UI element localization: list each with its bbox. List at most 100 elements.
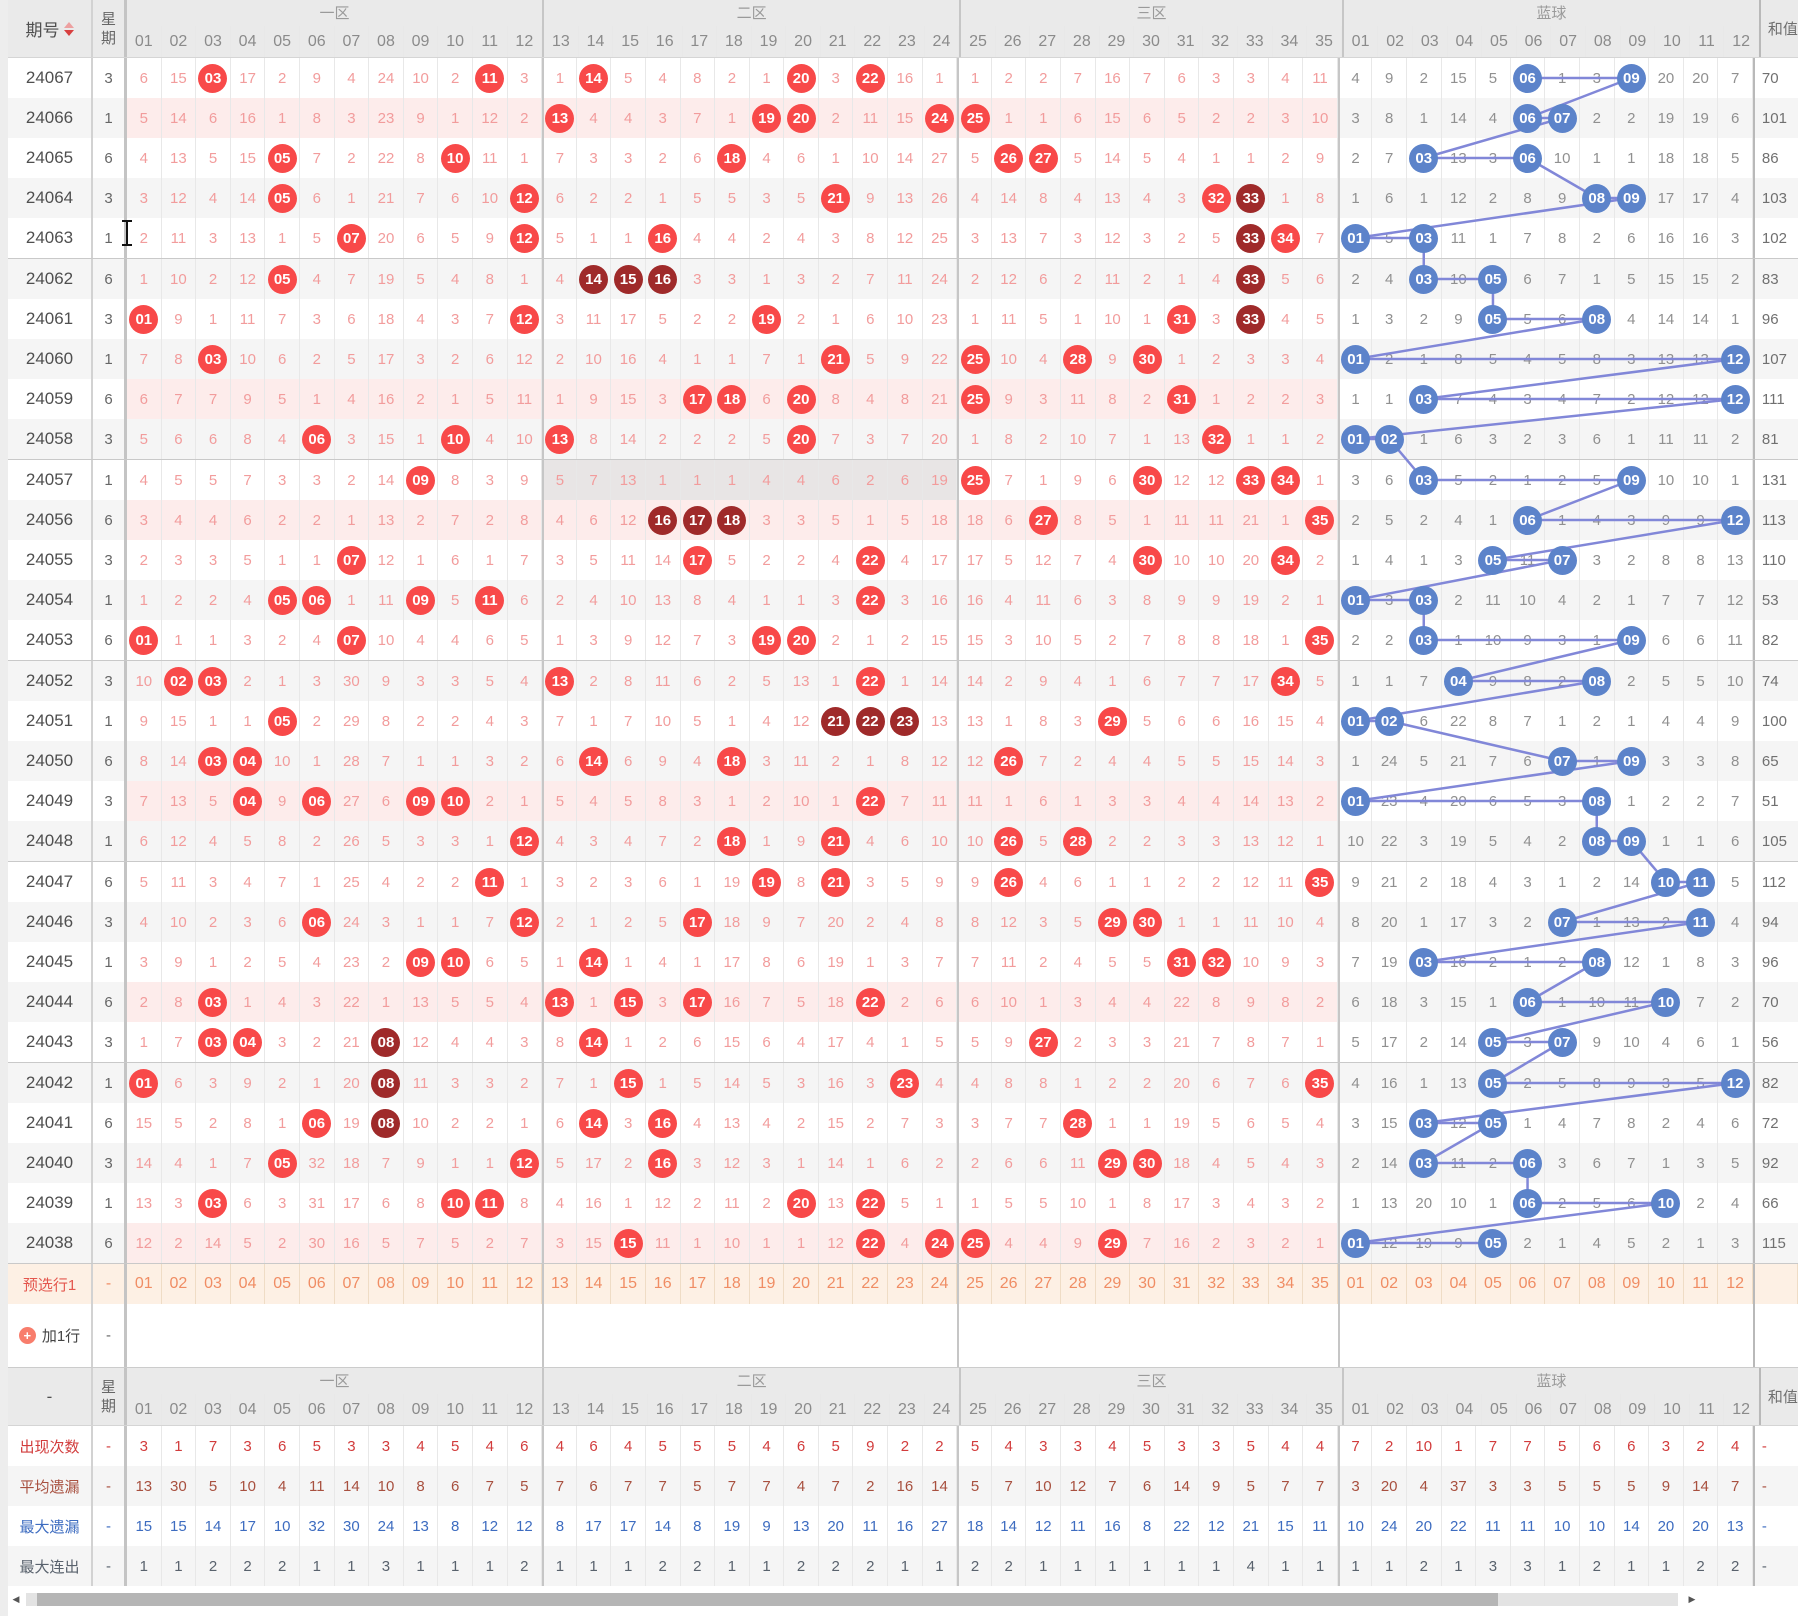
preset-number-cell[interactable]: 13 [542, 1264, 577, 1304]
num-cell: 3 [819, 580, 854, 620]
num-cell: 15 [162, 58, 197, 98]
num-cell: 1 [853, 942, 889, 982]
preset-number-cell[interactable]: 08 [369, 1264, 404, 1304]
preset-number-cell[interactable]: 05 [1476, 1264, 1511, 1304]
preset-number-cell[interactable]: 31 [1165, 1264, 1200, 1304]
preset-number-cell[interactable]: 25 [957, 1264, 992, 1304]
preset-number-cell[interactable]: 14 [577, 1264, 612, 1304]
num-cell: 32 [1199, 942, 1234, 982]
omission-value: 2 [312, 832, 321, 850]
preset-number-cell[interactable]: 15 [611, 1264, 646, 1304]
preset-number-cell[interactable]: 03 [196, 1264, 231, 1304]
preset-number-cell[interactable]: 35 [1303, 1264, 1338, 1304]
omission-value: 9 [1246, 993, 1255, 1011]
preset-number-cell[interactable]: 11 [1684, 1264, 1719, 1304]
preset-number-cell[interactable]: 07 [1545, 1264, 1580, 1304]
trend-row: 24053 6 01 1 1 3 2 4 07 10 4 4 6 5 1 3 9 12 7 3 19 20 2 1 2 15 15 3… [8, 620, 1798, 661]
omission-value: 1 [208, 712, 218, 730]
omission-value: 8 [693, 69, 702, 87]
preset-number-cell[interactable]: 16 [646, 1264, 681, 1304]
preset-number-cell[interactable]: 28 [1061, 1264, 1096, 1304]
preset-number-cell[interactable]: 04 [1442, 1264, 1477, 1304]
preset-number-cell[interactable]: 30 [1130, 1264, 1165, 1304]
num-cell: 2 [1130, 259, 1165, 299]
omission-value: 12 [1380, 1234, 1398, 1252]
preset-number-cell[interactable]: 07 [335, 1264, 370, 1304]
omission-value: 4 [139, 471, 148, 489]
preset-number-cell[interactable]: 21 [819, 1264, 854, 1304]
scroll-right-arrow[interactable]: ▶ [1684, 1592, 1700, 1607]
omission-value: 1 [1488, 511, 1498, 529]
omission-value: 5 [243, 1234, 252, 1252]
add-row-button[interactable]: + 加1行 [18, 1325, 80, 1346]
omission-value: 3 [1592, 69, 1601, 87]
preset-number-cell[interactable]: 12 [1718, 1264, 1753, 1304]
preset-number-cell[interactable]: 24 [923, 1264, 958, 1304]
preset-number-cell[interactable]: 10 [438, 1264, 473, 1304]
omission-value: 21 [1173, 1033, 1190, 1051]
preset-number-cell[interactable]: 03 [1407, 1264, 1442, 1304]
red-ball: 21 [821, 867, 851, 897]
preset-number-cell[interactable]: 22 [853, 1264, 889, 1304]
preset-number-cell[interactable]: 11 [473, 1264, 508, 1304]
num-cell: 4 [1095, 982, 1131, 1022]
num-cell: 21 [819, 339, 854, 379]
preset-number-cell[interactable]: 27 [1026, 1264, 1062, 1304]
preset-number-cell[interactable]: 09 [404, 1264, 439, 1304]
omission-value: 7 [1488, 752, 1498, 770]
omission-value: 1 [796, 591, 806, 609]
preset-number-cell[interactable]: 18 [715, 1264, 750, 1304]
num-cell: 2 [1476, 1143, 1511, 1183]
num-cell: 2 [1337, 259, 1373, 299]
preset-number-cell[interactable]: 09 [1615, 1264, 1650, 1304]
preset-number-cell[interactable]: 20 [784, 1264, 819, 1304]
preset-number-cell[interactable]: 06 [1511, 1264, 1546, 1304]
sort-icon[interactable] [63, 21, 74, 36]
preset-number-cell[interactable]: 26 [992, 1264, 1027, 1304]
num-cell: 10 [1580, 982, 1615, 1022]
omission-value: 24 [1380, 752, 1398, 770]
preset-number-cell[interactable]: 10 [1649, 1264, 1684, 1304]
num-cell: 3 [611, 1103, 646, 1143]
num-cell: 9 [508, 460, 543, 500]
preset-number-cell[interactable]: 19 [750, 1264, 785, 1304]
omission-value: 1 [1315, 1033, 1325, 1051]
omission-value: 5 [1488, 69, 1498, 87]
preset-number-cell[interactable]: 17 [681, 1264, 716, 1304]
omission-value: 15 [896, 109, 914, 127]
scrollbar-thumb[interactable] [37, 1593, 1498, 1606]
issue-header-sort[interactable]: 期号 [8, 0, 93, 57]
num-cell: 2 [473, 1103, 508, 1143]
num-cell: 1 [1303, 1022, 1338, 1062]
scroll-left-arrow[interactable]: ◀ [8, 1592, 24, 1607]
preset-number-cell[interactable]: 29 [1096, 1264, 1131, 1304]
num-cell: 2 [923, 1143, 958, 1183]
num-cell: 5 [1026, 299, 1062, 339]
stat-sum-cell: - [1752, 1426, 1798, 1466]
preset-number-cell[interactable]: 02 [1372, 1264, 1407, 1304]
num-cell: 9 [300, 58, 335, 98]
preset-number-cell[interactable]: 01 [1337, 1264, 1373, 1304]
stat-value-cell: 3 [1476, 1466, 1511, 1506]
num-cell: 9 [1199, 580, 1234, 620]
omission-value: 8 [1212, 631, 1221, 649]
omission-value: 10 [1104, 310, 1121, 328]
stat-value-cell: 19 [715, 1506, 750, 1546]
preset-number-cell[interactable]: 02 [162, 1264, 197, 1304]
horizontal-scrollbar[interactable]: ◀ ▶ [8, 1592, 1700, 1607]
preset-number-cell[interactable]: 12 [508, 1264, 543, 1304]
num-cell: 12 [1718, 580, 1753, 620]
preset-number-cell[interactable]: 34 [1269, 1264, 1304, 1304]
preset-number-cell[interactable]: 08 [1580, 1264, 1615, 1304]
omission-value: 16 [1657, 229, 1675, 247]
preset-number-cell[interactable]: 04 [231, 1264, 266, 1304]
preset-number-cell[interactable]: 01 [127, 1264, 162, 1304]
preset-number-cell[interactable]: 33 [1234, 1264, 1269, 1304]
num-cell: 6 [1718, 98, 1753, 138]
preset-number-cell[interactable]: 05 [265, 1264, 300, 1304]
preset-number-cell[interactable]: 32 [1199, 1264, 1234, 1304]
preset-number-cell[interactable]: 23 [888, 1264, 923, 1304]
omission-value: 1 [831, 149, 840, 167]
omission-value: 20 [1415, 1194, 1433, 1212]
preset-number-cell[interactable]: 06 [300, 1264, 335, 1304]
